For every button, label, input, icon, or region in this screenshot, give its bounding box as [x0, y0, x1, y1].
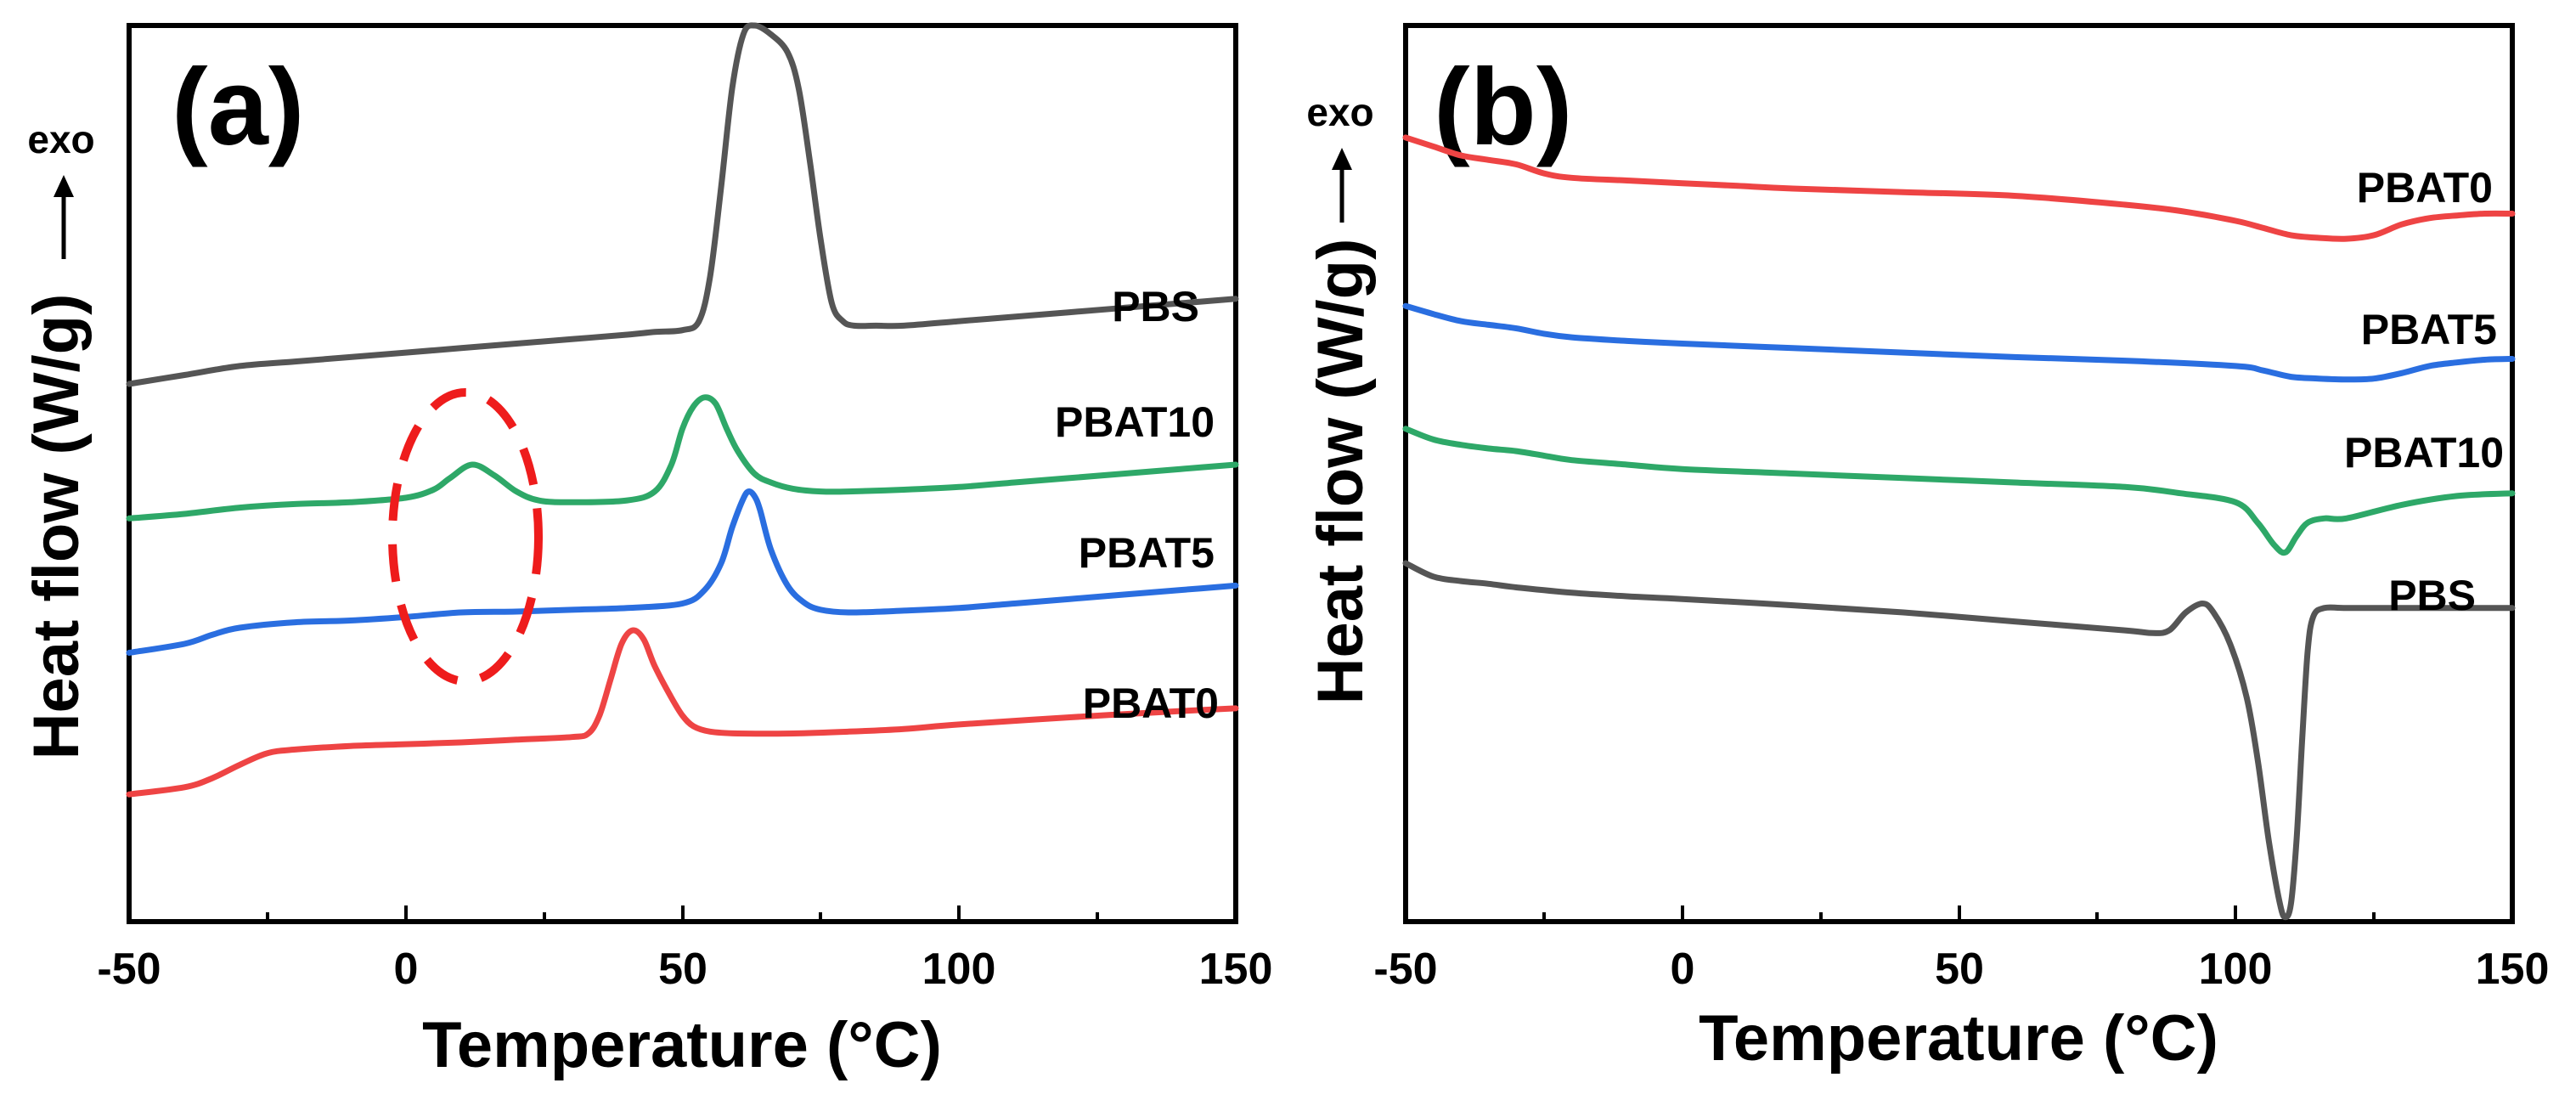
panel-a-exo-arrow-head [54, 175, 74, 197]
series-line-pbat5 [126, 488, 1239, 656]
panel-a-x-tick-label: 50 [658, 945, 707, 994]
series-label-pbs: PBS [2388, 572, 2476, 619]
series-line-pbat10 [126, 394, 1239, 522]
panel-a-exo-label: exo [27, 117, 94, 161]
panel-b-x-tick-label: 150 [2476, 945, 2550, 994]
series-line-pbat5 [1402, 302, 2516, 383]
panel-b-curves [1402, 134, 2516, 921]
panel-a-series-labels: PBS PBAT10 PBAT5 PBAT0 [1055, 283, 1219, 727]
panel-b-x-tick-label: 50 [1935, 945, 1984, 994]
panel-a-x-tick-label: 0 [394, 945, 419, 994]
panel-b-x-tick-label: -50 [1373, 945, 1437, 994]
peak-highlight-ellipse [388, 388, 543, 685]
panel-a: -50 0 50 100 150 Temperature (°C) Heat f… [20, 22, 1272, 1081]
panel-a-exo-arrow: exo [27, 117, 95, 259]
series-line-pbat10 [1402, 426, 2516, 556]
panel-a-y-axis-title: Heat flow (W/g) [20, 294, 93, 760]
panel-b-x-ticks [1404, 905, 2514, 922]
panel-b-exo-arrow-head [1332, 148, 1352, 170]
panel-b: -50 0 50 100 150 Temperature (°C) Heat f… [1305, 23, 2549, 1075]
panel-b-x-axis-title: Temperature (°C) [1699, 1002, 2218, 1075]
panel-a-x-axis-title: Temperature (°C) [422, 1009, 942, 1081]
series-label-pbat10: PBAT10 [2344, 429, 2504, 477]
panel-a-x-tick-labels: -50 0 50 100 150 [97, 945, 1272, 994]
series-line-pbat0 [126, 627, 1239, 798]
panel-b-y-axis-title: Heat flow (W/g) [1305, 239, 1377, 705]
series-line-pbs [1402, 560, 2516, 921]
panel-a-x-ticks [127, 905, 1237, 922]
panel-b-x-tick-labels: -50 0 50 100 150 [1373, 945, 2549, 994]
panel-b-exo-label: exo [1306, 90, 1373, 134]
series-label-pbs: PBS [1112, 283, 1199, 330]
panel-a-x-tick-label: 150 [1199, 945, 1273, 994]
series-label-pbat0: PBAT0 [1083, 680, 1219, 727]
panel-a-curves [126, 22, 1239, 798]
series-line-pbat0 [1402, 134, 2516, 242]
panel-b-series-labels: PBAT0 PBAT5 PBAT10 PBS [2344, 164, 2504, 619]
series-line-pbs [126, 22, 1239, 387]
series-label-pbat10: PBAT10 [1055, 398, 1215, 446]
series-label-pbat5: PBAT5 [1079, 529, 1215, 577]
panel-b-label: (b) [1434, 47, 1572, 168]
panel-a-x-tick-label: -50 [97, 945, 161, 994]
series-label-pbat0: PBAT0 [2357, 164, 2493, 212]
panel-a-label: (a) [172, 47, 304, 168]
panel-b-x-tick-label: 0 [1671, 945, 1695, 994]
panel-b-exo-arrow: exo [1306, 90, 1374, 223]
series-label-pbat5: PBAT5 [2361, 306, 2497, 353]
panel-a-x-tick-label: 100 [922, 945, 996, 994]
panel-b-x-tick-label: 100 [2199, 945, 2273, 994]
